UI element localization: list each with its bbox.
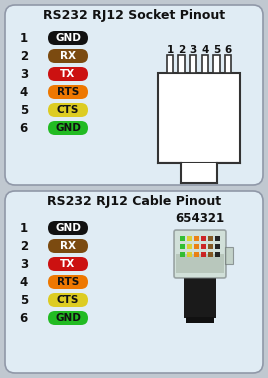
Text: 4: 4 — [201, 45, 209, 55]
FancyBboxPatch shape — [48, 103, 88, 117]
Text: 6: 6 — [20, 121, 28, 135]
Text: 6: 6 — [20, 311, 28, 324]
Bar — [215, 243, 220, 248]
Bar — [184, 278, 216, 318]
FancyBboxPatch shape — [48, 121, 88, 135]
Bar — [201, 251, 206, 257]
Bar — [180, 243, 185, 248]
FancyBboxPatch shape — [48, 85, 88, 99]
FancyBboxPatch shape — [48, 257, 88, 271]
Text: TX: TX — [60, 69, 76, 79]
Bar — [190, 55, 196, 73]
Bar — [180, 251, 185, 257]
Polygon shape — [158, 163, 181, 183]
Text: RTS: RTS — [57, 87, 79, 97]
Text: 1: 1 — [166, 45, 174, 55]
Bar — [187, 243, 192, 248]
Text: 4: 4 — [20, 276, 28, 288]
FancyBboxPatch shape — [48, 293, 88, 307]
FancyBboxPatch shape — [48, 275, 88, 289]
Text: 6: 6 — [224, 45, 232, 55]
Bar — [208, 251, 213, 257]
FancyBboxPatch shape — [5, 191, 263, 373]
Text: 5: 5 — [213, 45, 220, 55]
Text: 2: 2 — [20, 240, 28, 253]
FancyBboxPatch shape — [48, 67, 88, 81]
Text: GND: GND — [55, 33, 81, 43]
Bar — [215, 235, 220, 240]
Text: 3: 3 — [20, 257, 28, 271]
FancyBboxPatch shape — [48, 31, 88, 45]
Text: 654321: 654321 — [176, 212, 225, 225]
Bar — [215, 251, 220, 257]
Text: GND: GND — [55, 313, 81, 323]
Bar — [187, 235, 192, 240]
Text: 5: 5 — [20, 104, 28, 116]
Text: GND: GND — [55, 223, 81, 233]
Text: RTS: RTS — [57, 277, 79, 287]
Text: 3: 3 — [189, 45, 197, 55]
FancyBboxPatch shape — [174, 230, 226, 278]
Text: RS232 RJ12 Cable Pinout: RS232 RJ12 Cable Pinout — [47, 195, 221, 208]
Bar — [181, 163, 217, 183]
Bar — [201, 235, 206, 240]
Bar — [194, 235, 199, 240]
Bar — [201, 243, 206, 248]
Text: GND: GND — [55, 123, 81, 133]
Bar — [202, 55, 208, 73]
FancyBboxPatch shape — [48, 311, 88, 325]
Bar — [225, 55, 231, 73]
Text: 1: 1 — [20, 222, 28, 234]
FancyBboxPatch shape — [5, 5, 263, 185]
Bar — [186, 317, 214, 323]
Bar — [213, 55, 219, 73]
Bar — [225, 247, 233, 263]
FancyBboxPatch shape — [48, 239, 88, 253]
Bar — [208, 235, 213, 240]
Text: 1: 1 — [20, 31, 28, 45]
Bar — [194, 251, 199, 257]
FancyBboxPatch shape — [48, 49, 88, 63]
Text: 5: 5 — [20, 293, 28, 307]
Text: 3: 3 — [20, 68, 28, 81]
Text: 4: 4 — [20, 85, 28, 99]
Text: 2: 2 — [20, 50, 28, 62]
Bar — [194, 243, 199, 248]
Text: RX: RX — [60, 241, 76, 251]
FancyBboxPatch shape — [48, 221, 88, 235]
Text: CTS: CTS — [57, 105, 79, 115]
Bar — [158, 73, 240, 163]
Text: RS232 RJ12 Socket Pinout: RS232 RJ12 Socket Pinout — [43, 8, 225, 22]
Text: TX: TX — [60, 259, 76, 269]
Bar — [208, 243, 213, 248]
Polygon shape — [217, 163, 240, 183]
Text: CTS: CTS — [57, 295, 79, 305]
Bar — [180, 235, 185, 240]
Bar — [167, 55, 173, 73]
Bar — [178, 55, 185, 73]
Text: 2: 2 — [178, 45, 185, 55]
Bar — [187, 251, 192, 257]
Bar — [176, 254, 224, 273]
Text: RX: RX — [60, 51, 76, 61]
